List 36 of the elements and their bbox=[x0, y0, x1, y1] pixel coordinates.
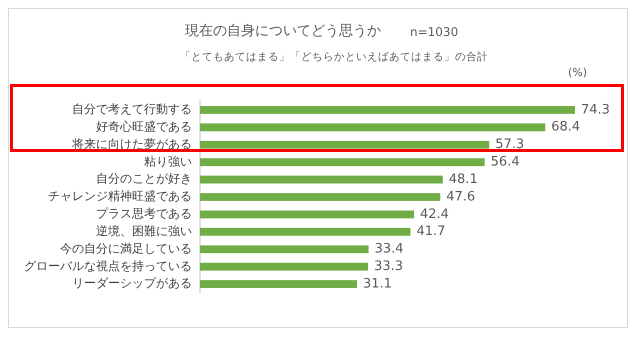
data-label: 56.4 bbox=[490, 154, 520, 170]
data-label: 33.3 bbox=[374, 259, 404, 274]
y-tick-label: グローバルな視点を持っている bbox=[24, 258, 192, 273]
bar bbox=[200, 158, 485, 166]
y-tick-label: 今の自分に満足している bbox=[60, 241, 192, 256]
chart-title: 現在の自身についてどう思うか bbox=[185, 22, 381, 40]
bar bbox=[200, 140, 490, 149]
bar bbox=[200, 280, 357, 288]
data-label: 41.7 bbox=[416, 224, 446, 240]
data-label: 57.3 bbox=[495, 137, 524, 152]
data-label: 33.4 bbox=[374, 242, 404, 257]
bar bbox=[200, 106, 575, 114]
y-tick-label: チャレンジ精神旺盛である bbox=[48, 189, 192, 204]
bar bbox=[200, 176, 443, 184]
bar bbox=[200, 228, 410, 236]
bar bbox=[200, 210, 414, 218]
data-label: 47.6 bbox=[446, 189, 476, 204]
y-tick-label: 粘り強い bbox=[144, 154, 192, 168]
bar bbox=[200, 193, 440, 201]
data-label: 68.4 bbox=[551, 120, 580, 135]
y-tick-label: 逆境、困難に強い bbox=[96, 224, 192, 238]
data-label: 42.4 bbox=[420, 206, 449, 222]
data-label: 48.1 bbox=[448, 172, 478, 187]
y-tick-label: プラス思考である bbox=[96, 206, 192, 221]
bar bbox=[200, 245, 369, 254]
y-tick-label: 自分のことが好き bbox=[96, 172, 192, 186]
y-tick-label: リーダーシップがある bbox=[72, 276, 192, 290]
bar bbox=[200, 262, 368, 271]
y-tick-label: 好奇心旺盛である bbox=[96, 119, 192, 134]
data-label: 74.3 bbox=[581, 102, 610, 118]
bar bbox=[200, 123, 546, 132]
text: (%) bbox=[568, 66, 588, 79]
chart-subtitle: 「とてもあてはまる」「どちらかといえばあてはまる」の合計 bbox=[180, 50, 488, 64]
y-tick-label: 自分で考えて行動する bbox=[72, 102, 192, 116]
data-label: 31.1 bbox=[362, 276, 392, 292]
text: n=1030 bbox=[410, 25, 458, 39]
